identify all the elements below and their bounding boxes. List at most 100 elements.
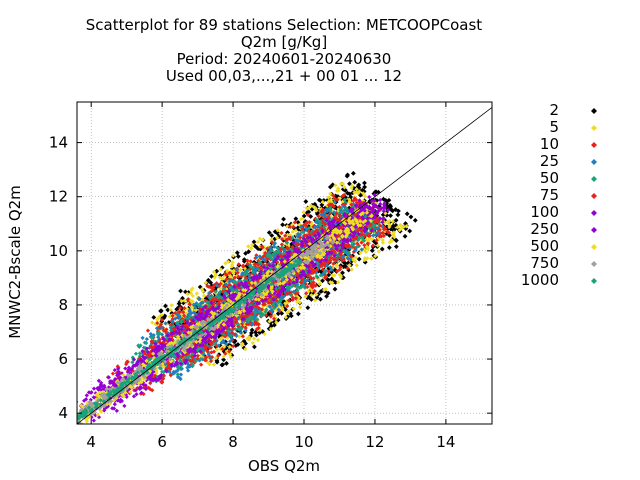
scatter-point [385, 220, 390, 225]
scatter-point [283, 315, 288, 320]
scatter-point [376, 209, 381, 214]
scatter-point [244, 306, 249, 311]
scatter-point [329, 202, 335, 207]
scatter-point [240, 317, 245, 322]
scatter-point [362, 194, 368, 199]
scatter-point [404, 224, 409, 229]
scatter-point [408, 214, 414, 220]
scatter-point [266, 300, 271, 305]
scatter-point [159, 325, 164, 330]
scatter-point [246, 312, 251, 317]
scatter-point [189, 317, 194, 322]
scatter-point [290, 229, 295, 235]
scatter-point [223, 331, 229, 336]
chart-title-line-4: Used 00,03,...,21 + 00 01 ... 12 [166, 67, 402, 85]
scatter-point [152, 348, 157, 353]
scatter-point [254, 326, 260, 332]
scatter-point [285, 250, 290, 255]
scatter-point [171, 326, 176, 332]
chart-title-line-1: Scatterplot for 89 stations Selection: M… [86, 16, 483, 34]
scatter-point [208, 332, 214, 337]
scatter-point [309, 297, 314, 302]
scatter-point [262, 257, 267, 262]
scatter-point [395, 212, 401, 218]
scatter-point [354, 263, 359, 268]
scatter-point [284, 241, 289, 247]
scatter-point [284, 245, 290, 251]
scatter-point [295, 284, 300, 289]
scatter-point [243, 328, 248, 333]
scatter-point [357, 189, 362, 194]
scatter-point [305, 284, 310, 290]
scatter-point [310, 268, 315, 273]
scatter-point [283, 233, 288, 238]
scatter-point [96, 378, 101, 383]
scatter-point [260, 245, 265, 250]
scatter-point [250, 242, 255, 248]
scatter-point [250, 340, 255, 346]
scatter-point [277, 309, 282, 314]
scatter-point [281, 251, 287, 256]
scatter-point [232, 275, 238, 280]
scatter-point [187, 307, 192, 313]
scatter-point [173, 310, 178, 316]
scatter-point [265, 246, 270, 251]
scatter-point [180, 318, 186, 323]
scatter-point [326, 272, 332, 278]
scatter-point [195, 353, 200, 358]
scatter-point [351, 198, 356, 203]
scatter-point [292, 281, 298, 286]
scatter-point [223, 279, 229, 285]
scatter-point [155, 317, 160, 322]
scatter-point [251, 336, 257, 341]
scatter-point [191, 302, 197, 307]
scatter-point [384, 231, 389, 236]
scatter-point [300, 230, 305, 235]
scatter-point [364, 213, 369, 219]
scatter-point [298, 305, 303, 310]
scatter-point [381, 209, 386, 214]
scatter-point [345, 266, 350, 271]
scatter-point [134, 392, 139, 397]
scatter-point [331, 261, 336, 266]
scatter-point [326, 202, 331, 208]
scatter-point [187, 349, 192, 355]
scatter-point [326, 215, 331, 220]
scatter-point [205, 346, 211, 352]
scatter-point [317, 252, 322, 257]
scatter-point [135, 385, 140, 391]
scatter-point [265, 256, 271, 261]
scatter-point [271, 253, 276, 258]
scatter-point [313, 219, 319, 225]
scatter-point [179, 299, 184, 304]
scatter-point [375, 225, 381, 231]
scatter-point [361, 238, 367, 243]
scatter-point [289, 284, 294, 289]
scatter-point [276, 265, 282, 271]
scatter-point [191, 310, 196, 315]
scatter-point [253, 269, 258, 274]
scatter-point [154, 326, 160, 331]
scatter-point [165, 307, 171, 313]
scatter-point [164, 327, 169, 332]
scatter-point [238, 325, 243, 330]
scatter-point [393, 222, 399, 228]
scatter-point [235, 270, 240, 275]
scatter-point [115, 364, 120, 369]
scatter-point [178, 361, 184, 366]
scatter-point [345, 198, 350, 204]
scatter-point [292, 273, 297, 279]
scatter-point [162, 337, 167, 342]
scatter-point [316, 220, 321, 226]
scatter-point [363, 249, 369, 255]
scatter-point [267, 304, 272, 309]
scatter-point [307, 263, 312, 268]
scatter-point [195, 302, 200, 307]
scatter-point [209, 300, 214, 306]
scatter-point [281, 302, 287, 307]
scatter-point [185, 320, 190, 325]
scatter-point [262, 331, 267, 337]
scatter-point [272, 305, 277, 311]
scatter-point [252, 322, 257, 327]
scatter-point [235, 286, 240, 291]
